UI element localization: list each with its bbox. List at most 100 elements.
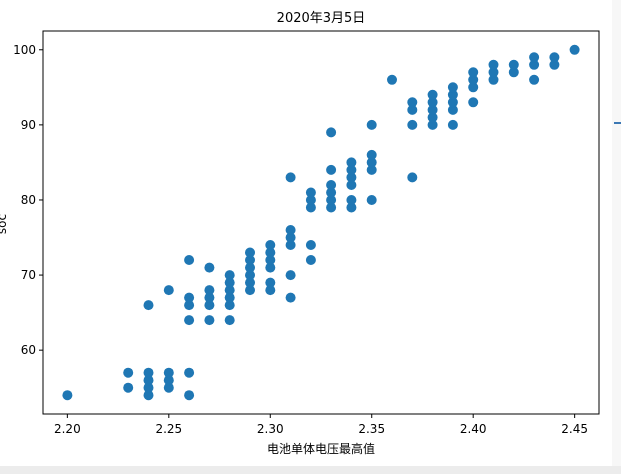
data-point xyxy=(427,104,438,115)
data-point xyxy=(447,104,458,115)
data-point xyxy=(123,382,134,393)
y-tick-label: 60 xyxy=(21,343,36,357)
data-point xyxy=(163,285,174,296)
data-point xyxy=(407,172,418,183)
data-point xyxy=(143,382,154,393)
data-point xyxy=(427,112,438,123)
data-point xyxy=(204,315,215,326)
data-point xyxy=(407,104,418,115)
data-point xyxy=(143,390,154,401)
figure-canvas: 2020年3月5日 2.20 2.25 2.30 2.35 2.40 2.45 60 70 8… xyxy=(0,0,612,466)
data-point xyxy=(529,74,540,85)
x-tick-label: 2.25 xyxy=(155,422,182,436)
y-tick-label: 100 xyxy=(13,43,36,57)
data-point xyxy=(143,300,154,311)
data-point xyxy=(366,195,377,205)
data-point xyxy=(407,97,418,108)
x-tick-label: 2.30 xyxy=(257,422,284,436)
data-point xyxy=(285,270,296,281)
data-point xyxy=(305,195,316,205)
data-point xyxy=(468,67,479,78)
x-tick-label: 2.20 xyxy=(54,422,81,436)
data-point xyxy=(326,180,337,190)
data-point xyxy=(163,375,174,386)
data-point xyxy=(569,44,580,55)
data-point xyxy=(326,202,337,213)
data-point xyxy=(245,285,255,296)
plot-area-frame xyxy=(42,30,600,415)
data-point xyxy=(488,59,499,70)
data-point xyxy=(346,164,357,175)
data-point xyxy=(305,255,316,265)
data-point xyxy=(346,202,357,213)
data-point xyxy=(447,119,458,130)
y-tick-label: 90 xyxy=(21,118,36,132)
y-tick-label: 70 xyxy=(21,268,36,282)
data-point xyxy=(488,74,499,85)
vertical-scrollbar[interactable] xyxy=(612,0,621,466)
data-point xyxy=(285,292,296,303)
data-point xyxy=(326,195,337,205)
data-point xyxy=(123,367,134,378)
data-point xyxy=(468,74,479,85)
data-point xyxy=(529,52,540,63)
data-point xyxy=(184,315,195,326)
data-point xyxy=(326,164,337,175)
data-point xyxy=(224,277,235,288)
data-point xyxy=(387,74,397,85)
data-point xyxy=(488,67,499,78)
data-point xyxy=(265,277,276,288)
horizontal-scrollbar[interactable] xyxy=(0,466,621,474)
scatter-chart: 2020年3月5日 2.20 2.25 2.30 2.35 2.40 2.45 60 70 8… xyxy=(0,11,600,456)
data-point xyxy=(305,202,316,213)
y-tick-label: 80 xyxy=(21,193,36,207)
data-point xyxy=(508,67,519,78)
data-point xyxy=(305,240,316,250)
data-point xyxy=(346,157,357,168)
data-point xyxy=(346,172,357,183)
data-point xyxy=(224,285,235,296)
y-axis-label: soc xyxy=(0,214,9,234)
data-point xyxy=(204,300,215,311)
data-point xyxy=(468,97,479,108)
data-point xyxy=(204,262,215,273)
data-point xyxy=(163,382,174,393)
data-point xyxy=(366,119,377,130)
data-point xyxy=(285,232,296,243)
data-point xyxy=(245,277,255,288)
data-point xyxy=(143,367,154,378)
data-point xyxy=(184,390,195,401)
data-point xyxy=(285,225,296,235)
data-point xyxy=(305,187,316,198)
data-point xyxy=(265,255,276,265)
data-point xyxy=(529,59,540,70)
x-axis-label: 电池单体电压最高值 xyxy=(267,441,375,456)
data-point xyxy=(62,390,73,401)
data-point xyxy=(366,149,377,160)
data-point xyxy=(245,247,255,258)
data-point xyxy=(285,240,296,250)
data-point xyxy=(163,367,174,378)
y-axis-ticks: 60 70 80 90 100 xyxy=(13,43,43,357)
data-point xyxy=(265,285,276,296)
data-point xyxy=(224,292,235,303)
data-point xyxy=(427,119,438,130)
data-point xyxy=(468,82,479,93)
data-point xyxy=(285,172,296,183)
data-point xyxy=(346,195,357,205)
x-tick-label: 2.40 xyxy=(460,422,487,436)
data-point xyxy=(204,292,215,303)
data-point xyxy=(204,285,215,296)
x-tick-label: 2.45 xyxy=(561,422,588,436)
data-points xyxy=(62,44,580,401)
x-tick-label: 2.35 xyxy=(358,422,385,436)
data-point xyxy=(184,367,195,378)
data-point xyxy=(265,262,276,273)
x-axis-ticks: 2.20 2.25 2.30 2.35 2.40 2.45 xyxy=(54,414,588,436)
data-point xyxy=(366,164,377,175)
data-point xyxy=(245,262,255,273)
panel-edge-marker xyxy=(614,122,621,124)
data-point xyxy=(224,300,235,311)
data-point xyxy=(427,97,438,108)
data-point xyxy=(549,59,560,70)
